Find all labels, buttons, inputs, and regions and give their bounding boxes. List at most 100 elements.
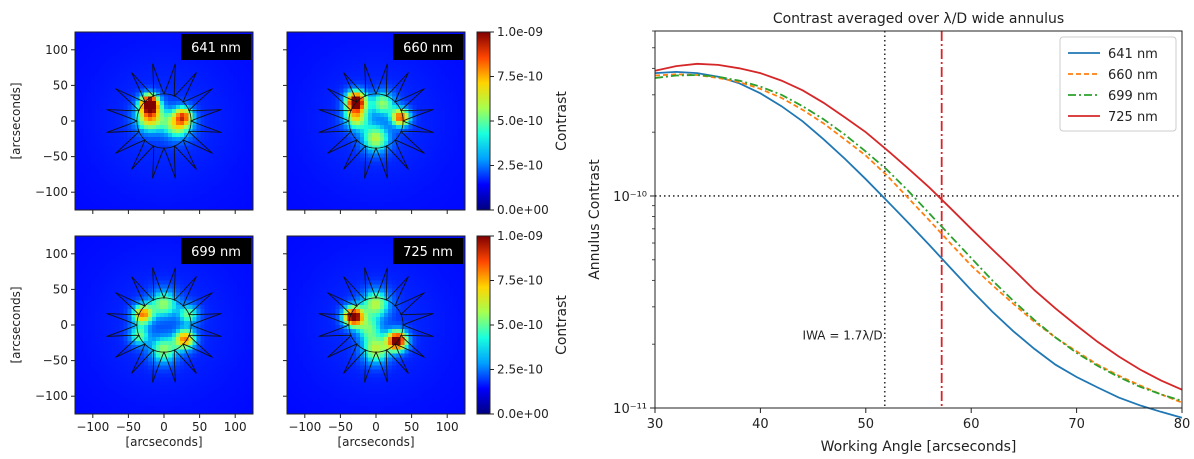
heatmap-cell <box>103 320 108 326</box>
heatmap-cell <box>107 145 112 150</box>
heatmap-cell <box>436 104 442 110</box>
heatmap-cell <box>143 80 149 85</box>
heatmap-cell <box>139 76 145 81</box>
heatmap-cell <box>367 125 373 130</box>
heatmap-cell <box>412 197 417 203</box>
heatmap-cell <box>192 141 197 146</box>
heatmap-cell <box>168 248 173 253</box>
heatmap-cell <box>412 92 417 98</box>
heatmap-cell <box>299 112 304 118</box>
heatmap-cell <box>188 145 193 150</box>
heatmap-cell <box>248 137 254 142</box>
heatmap-cell <box>248 300 254 306</box>
heatmap-cell <box>168 84 173 89</box>
heatmap-cell <box>192 92 197 98</box>
heatmap-cell <box>159 64 165 69</box>
heatmap-cell <box>315 52 320 57</box>
heatmap-cell <box>115 96 120 102</box>
heatmap-cell <box>176 260 181 265</box>
heatmap-cell <box>184 161 189 166</box>
heatmap-cell <box>400 173 405 178</box>
heatmap-cell <box>155 104 161 110</box>
heatmap-cell <box>164 92 169 98</box>
heatmap-cell <box>440 185 446 191</box>
heatmap-cell <box>220 173 225 178</box>
heatmap-cell <box>204 100 209 106</box>
heatmap-cell <box>376 161 381 166</box>
heatmap-cell <box>323 48 328 53</box>
heatmap-cell <box>103 121 108 126</box>
heatmap-cell <box>87 121 92 126</box>
heatmap-cell <box>331 181 336 187</box>
heatmap-cell <box>123 141 128 146</box>
y-tick-label: 100 <box>45 43 68 57</box>
heatmap-cell <box>363 60 369 65</box>
heatmap-cell <box>139 260 145 265</box>
heatmap-cell <box>355 32 361 37</box>
heatmap-cell <box>220 129 225 134</box>
heatmap-cell <box>111 300 116 306</box>
heatmap-cell <box>147 88 153 93</box>
heatmap-cell <box>444 121 450 126</box>
heatmap-cell <box>83 276 88 281</box>
heatmap-cell <box>127 189 132 195</box>
heatmap-cell <box>416 137 421 142</box>
heatmap-cell <box>424 133 429 138</box>
heatmap-cell <box>143 157 149 162</box>
heatmap-cell <box>147 244 153 249</box>
heatmap-cell <box>295 145 300 150</box>
heatmap-cell <box>319 56 324 61</box>
heatmap-cell <box>192 100 197 106</box>
heatmap-cell <box>355 44 361 49</box>
heatmap-cell <box>359 56 365 61</box>
heatmap-cell <box>95 292 100 297</box>
heatmap-cell <box>200 312 205 318</box>
heatmap-cell <box>155 320 161 326</box>
heatmap-cell <box>436 141 442 146</box>
heatmap-cell <box>87 300 92 306</box>
heatmap-cell <box>404 189 409 195</box>
heatmap-cell <box>87 256 92 261</box>
heatmap-cell <box>315 104 320 110</box>
heatmap-cell <box>456 153 462 158</box>
heatmap-cell <box>180 333 185 338</box>
heatmap-cell <box>131 153 136 158</box>
heatmap-cell <box>192 292 197 297</box>
heatmap-cell <box>371 185 377 191</box>
heatmap-cell <box>107 197 112 203</box>
heatmap-cell <box>295 185 300 191</box>
heatmap-cell <box>151 96 157 102</box>
heatmap-cell <box>151 121 157 126</box>
heatmap-cell <box>95 141 100 146</box>
heatmap-cell <box>452 137 458 142</box>
heatmap-cell <box>460 36 466 41</box>
heatmap-cell <box>396 133 401 138</box>
heatmap-cell <box>311 92 316 98</box>
heatmap-cell <box>168 197 173 203</box>
heatmap-cell <box>123 248 128 253</box>
heatmap-cell <box>327 112 332 118</box>
heatmap-cell <box>367 189 373 195</box>
heatmap-cell <box>376 137 381 142</box>
y-tick-label: −100 <box>35 185 68 199</box>
heatmap-cell <box>444 64 450 69</box>
heatmap-cell <box>456 161 462 166</box>
heatmap-cell <box>95 173 100 178</box>
heatmap-cell <box>380 80 385 85</box>
heatmap-cell <box>311 96 316 102</box>
heatmap-cell <box>168 264 173 269</box>
heatmap-cell <box>440 197 446 203</box>
heatmap-cell <box>327 121 332 126</box>
heatmap-cell <box>127 84 132 89</box>
heatmap-cell <box>371 52 377 57</box>
heatmap-cell <box>367 201 373 207</box>
heatmap-cell <box>335 112 340 118</box>
heatmap-cell <box>424 161 429 166</box>
heatmap-cell <box>371 161 377 166</box>
heatmap-cell <box>143 112 149 118</box>
heatmap-cell <box>311 181 316 187</box>
heatmap-cell <box>168 308 173 314</box>
heatmap-cell <box>347 197 353 203</box>
heatmap-cell <box>147 248 153 253</box>
heatmap-cell <box>79 141 84 146</box>
